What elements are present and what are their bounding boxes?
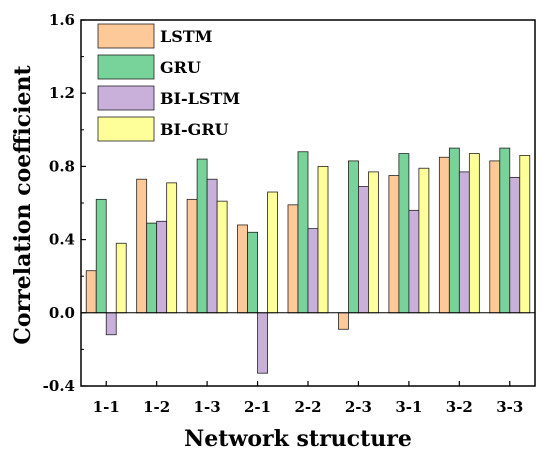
y-tick-label: -0.4 [43, 377, 75, 395]
bars-layer [85, 147, 531, 374]
bar-bi-lstm-2-3 [358, 186, 369, 314]
bar-gru-3-3 [499, 147, 511, 314]
legend-label-lstm: LSTM [160, 27, 212, 46]
legend-label-bi-lstm: BI-LSTM [160, 89, 240, 108]
bar-bi-lstm-2-2 [307, 228, 319, 314]
y-tick-label: 1.6 [49, 11, 75, 29]
x-axis-title: Network structure [184, 426, 412, 452]
bar-lstm-1-2 [136, 178, 148, 314]
y-tick-label: 0.0 [49, 304, 75, 322]
legend-swatch-bi-gru [97, 116, 155, 142]
y-tick-label: 0.8 [49, 157, 75, 175]
bar-gru-3-1 [398, 153, 410, 314]
bar-lstm-3-2 [438, 156, 450, 314]
bar-bi-gru-1-1 [115, 242, 127, 314]
bar-lstm-1-1 [85, 270, 97, 314]
bar-bi-gru-3-3 [519, 155, 531, 314]
bar-gru-2-1 [247, 231, 258, 314]
bar-lstm-2-3 [338, 312, 349, 330]
axes-layer: -0.4 0.0 0.4 0.8 1.2 1.6 1-1 1-2 1-3 2-1 2-2 2-3 3-1… [43, 11, 536, 416]
bar-bi-lstm-1-3 [206, 178, 218, 314]
bar-bi-gru-3-2 [468, 153, 480, 314]
x-tick-label: 2-3 [345, 398, 372, 416]
bar-gru-1-1 [95, 198, 107, 314]
x-tick-label: 3-3 [496, 398, 523, 416]
bar-bi-lstm-1-1 [105, 312, 117, 336]
bar-gru-2-2 [297, 151, 309, 314]
legend-swatch-bi-lstm [97, 85, 155, 111]
legend: LSTM GRU BI-LSTM BI-GRU [97, 23, 240, 142]
x-tick-label: 2-2 [294, 398, 321, 416]
bar-bi-lstm-1-2 [156, 220, 168, 314]
bar-gru-1-2 [146, 222, 158, 314]
bar-bi-gru-2-2 [317, 165, 329, 314]
bar-bi-lstm-2-1 [257, 312, 268, 374]
x-tick-label: 2-1 [244, 398, 271, 416]
y-tick-label: 0.4 [49, 231, 75, 249]
bar-bi-lstm-3-3 [509, 176, 521, 314]
bar-bi-gru-1-3 [216, 200, 228, 314]
bar-bi-gru-3-1 [418, 167, 430, 314]
x-tick-label: 3-2 [446, 398, 473, 416]
bar-lstm-1-3 [186, 198, 198, 314]
legend-swatch-lstm [97, 23, 155, 49]
bar-lstm-3-1 [388, 175, 400, 314]
x-tick-label: 1-2 [143, 398, 170, 416]
y-axis-title: Correlation coefficient [10, 65, 36, 345]
bar-bi-gru-2-3 [368, 171, 379, 314]
bar-lstm-2-1 [237, 224, 248, 314]
bar-gru-1-3 [196, 158, 208, 314]
x-tick-label: 1-1 [93, 398, 120, 416]
bar-gru-2-3 [348, 160, 359, 314]
legend-swatch-gru [97, 54, 155, 80]
legend-label-gru: GRU [160, 58, 201, 77]
bar-bi-gru-2-1 [267, 191, 278, 314]
bar-bi-gru-1-2 [166, 182, 178, 314]
bar-gru-3-2 [448, 147, 460, 314]
x-tick-label: 3-1 [395, 398, 422, 416]
bar-bi-lstm-3-1 [408, 209, 420, 314]
bar-lstm-3-3 [489, 160, 501, 314]
x-tick-label: 1-3 [194, 398, 221, 416]
bar-lstm-2-2 [287, 204, 299, 314]
y-tick-label: 1.2 [49, 84, 75, 102]
bar-bi-lstm-3-2 [458, 171, 470, 314]
legend-label-bi-gru: BI-GRU [160, 120, 229, 139]
